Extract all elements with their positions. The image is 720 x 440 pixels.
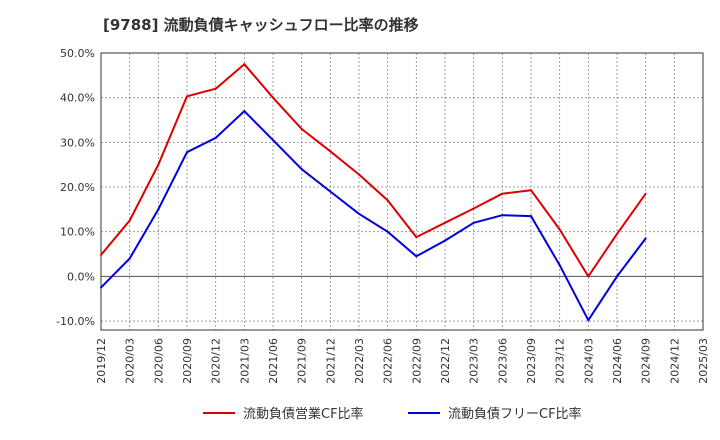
data-point: [329, 150, 332, 153]
data-point: [157, 163, 160, 166]
data-point: [472, 221, 475, 224]
data-point: [243, 110, 246, 113]
x-tick-label: 2023/03: [468, 338, 481, 384]
x-tick-label: 2019/12: [95, 338, 108, 384]
data-point: [587, 319, 590, 322]
data-point: [530, 215, 532, 218]
y-tick-label: -10.0%: [56, 315, 95, 328]
data-point: [616, 232, 618, 235]
data-point: [558, 264, 561, 267]
data-point: [214, 87, 217, 90]
y-tick-label: 40.0%: [60, 92, 95, 105]
x-tick-label: 2021/03: [238, 338, 251, 384]
x-tick-label: 2022/03: [353, 338, 366, 384]
data-point: [272, 96, 274, 99]
data-point: [415, 255, 418, 258]
data-point: [272, 139, 274, 142]
legend-label: 流動負債フリーCF比率: [448, 406, 582, 422]
data-point: [644, 192, 647, 195]
y-tick-label: 50.0%: [60, 47, 95, 60]
data-point: [530, 189, 532, 192]
data-point: [243, 63, 246, 66]
legend-label: 流動負債営業CF比率: [243, 406, 364, 422]
y-tick-label: 30.0%: [60, 136, 95, 149]
x-tick-label: 2024/06: [611, 338, 624, 384]
y-tick-label: 10.0%: [60, 226, 95, 239]
x-tick-label: 2022/06: [382, 338, 395, 384]
x-tick-label: 2020/06: [152, 338, 165, 384]
chart-title: [9788] 流動負債キャッシュフロー比率の推移: [103, 16, 419, 34]
x-tick-label: 2022/12: [439, 338, 452, 384]
x-tick-label: 2021/09: [296, 338, 309, 384]
data-point: [128, 219, 131, 222]
data-point: [501, 214, 504, 217]
series-line-2: [100, 110, 647, 322]
x-tick-label: 2024/09: [640, 338, 653, 384]
data-point: [415, 236, 418, 239]
data-point: [100, 253, 102, 256]
x-tick-label: 2023/09: [525, 338, 538, 384]
data-point: [644, 237, 647, 240]
y-tick-label: 20.0%: [60, 181, 95, 194]
data-point: [358, 212, 360, 215]
data-point: [444, 239, 446, 242]
x-tick-label: 2023/06: [496, 338, 509, 384]
data-point: [300, 168, 303, 171]
data-point: [587, 275, 590, 278]
data-point: [100, 286, 102, 289]
data-point: [501, 192, 504, 195]
x-tick-label: 2020/03: [124, 338, 137, 384]
x-tick-label: 2025/03: [697, 338, 710, 384]
x-tick-label: 2020/09: [181, 338, 194, 384]
data-point: [186, 151, 188, 154]
y-tick-label: 0.0%: [67, 270, 95, 283]
data-point: [444, 221, 446, 224]
data-point: [616, 275, 618, 278]
data-point: [558, 228, 561, 231]
plot-area: [101, 53, 703, 330]
x-tick-label: 2022/09: [410, 338, 423, 384]
data-point: [386, 199, 389, 202]
x-tick-label: 2021/12: [324, 338, 337, 384]
data-point: [214, 136, 217, 139]
data-point: [186, 95, 188, 98]
data-point: [472, 207, 475, 210]
x-tick-label: 2024/12: [668, 338, 681, 384]
data-point: [386, 230, 389, 233]
x-tick-label: 2020/12: [210, 338, 223, 384]
x-tick-label: 2021/06: [267, 338, 280, 384]
data-point: [128, 257, 131, 260]
data-point: [300, 127, 303, 130]
plot-border: [100, 52, 704, 331]
x-tick-label: 2024/03: [582, 338, 595, 384]
series-line-1: [100, 63, 647, 278]
data-point: [157, 208, 160, 211]
data-point: [329, 190, 332, 193]
x-tick-label: 2023/12: [554, 338, 567, 384]
data-point: [358, 173, 360, 176]
